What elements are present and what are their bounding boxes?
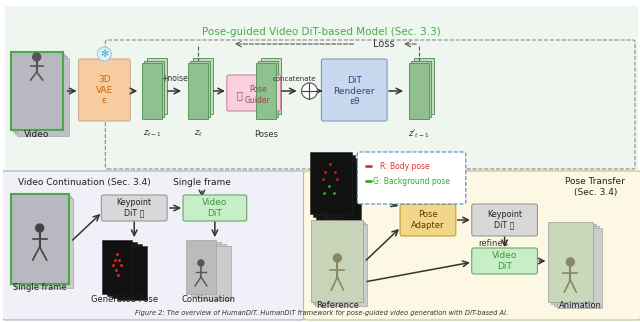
Bar [548,222,593,302]
Circle shape [566,258,574,266]
Bar [314,222,365,304]
FancyBboxPatch shape [2,171,305,320]
Text: 3D
VAE
ε: 3D VAE ε [96,75,113,105]
Bar [190,61,210,117]
Bar [319,161,361,223]
Bar [554,226,599,306]
Bar [11,52,63,130]
FancyBboxPatch shape [227,75,280,111]
Text: $z_{t-1}$: $z_{t-1}$ [143,129,162,139]
Text: $z'_{t-1}$: $z'_{t-1}$ [408,128,429,140]
Bar [314,155,355,217]
Text: +noise: +noise [162,73,188,82]
FancyBboxPatch shape [472,204,538,236]
Text: Animation: Animation [559,300,602,309]
Bar [5,6,638,174]
Text: R: Body pose: R: Body pose [380,162,430,171]
Text: Single frame: Single frame [13,283,67,292]
Bar [142,63,162,119]
Text: Video
DiT: Video DiT [492,251,517,271]
Bar [196,244,226,298]
Bar [316,158,358,220]
Bar [17,58,68,136]
Text: concatenate: concatenate [273,76,316,82]
FancyBboxPatch shape [303,171,640,320]
Text: Poses: Poses [253,129,278,138]
Bar [15,198,72,288]
FancyBboxPatch shape [183,195,247,221]
FancyBboxPatch shape [101,195,167,221]
Text: Keypoint
DiT 𝒦: Keypoint DiT 𝒦 [487,210,522,230]
FancyBboxPatch shape [400,204,456,236]
Text: Keypoint
DiT 𝒦: Keypoint DiT 𝒦 [116,198,152,218]
Text: Reference: Reference [316,301,359,310]
Text: G: Background pose: G: Background pose [372,176,449,185]
Text: 🔥: 🔥 [237,90,243,100]
Bar [557,228,602,308]
Bar [102,240,132,294]
Bar [144,61,164,117]
Text: Continuation: Continuation [182,296,236,305]
Bar [310,152,352,214]
Bar [316,224,367,306]
Bar [201,246,231,300]
Text: Figure 2: The overview of HumanDiT. HumanDiT framework for pose-guided video gen: Figure 2: The overview of HumanDiT. Huma… [135,310,508,316]
Bar [147,58,167,114]
Bar [15,56,67,134]
Text: Pose Transfer
(Sec. 3.4): Pose Transfer (Sec. 3.4) [565,177,625,197]
Text: ✻: ✻ [100,49,108,59]
Text: Single frame: Single frame [173,177,231,186]
Text: Poses: Poses [321,213,346,223]
Bar [258,61,278,117]
Bar [188,63,208,119]
Text: refine↓: refine↓ [478,240,509,249]
Bar [552,224,596,304]
Bar [13,196,70,286]
FancyBboxPatch shape [321,59,387,121]
Circle shape [198,260,204,266]
Circle shape [301,83,317,99]
FancyBboxPatch shape [472,248,538,274]
Circle shape [333,254,341,262]
FancyBboxPatch shape [357,152,466,204]
Text: Pose
Guider: Pose Guider [245,85,271,105]
Bar [11,194,68,284]
Circle shape [97,47,111,61]
Text: Video: Video [24,129,49,138]
Circle shape [33,53,41,61]
Text: Generated Pose: Generated Pose [91,296,158,305]
Text: $z_t$: $z_t$ [193,129,202,139]
Bar [13,54,65,132]
FancyBboxPatch shape [79,59,131,121]
Bar [186,240,216,294]
Bar [312,220,364,302]
Bar [409,63,429,119]
Bar [256,63,276,119]
Bar [113,244,142,298]
Bar [117,246,147,300]
Bar [260,58,280,114]
Text: Video
DiT: Video DiT [202,198,228,218]
Bar [193,58,213,114]
Bar [411,61,431,117]
Bar [414,58,434,114]
Text: DiT
Renderer
εθ: DiT Renderer εθ [333,76,375,106]
Bar [191,242,221,296]
Text: Pose
Adapter: Pose Adapter [411,210,445,230]
Circle shape [36,224,44,232]
Text: Video Continuation (Sec. 3.4): Video Continuation (Sec. 3.4) [18,177,151,186]
Text: Pose-guided Video DiT-based Model (Sec. 3.3): Pose-guided Video DiT-based Model (Sec. … [202,27,441,37]
Text: Loss: Loss [373,39,395,49]
Bar [108,242,137,296]
